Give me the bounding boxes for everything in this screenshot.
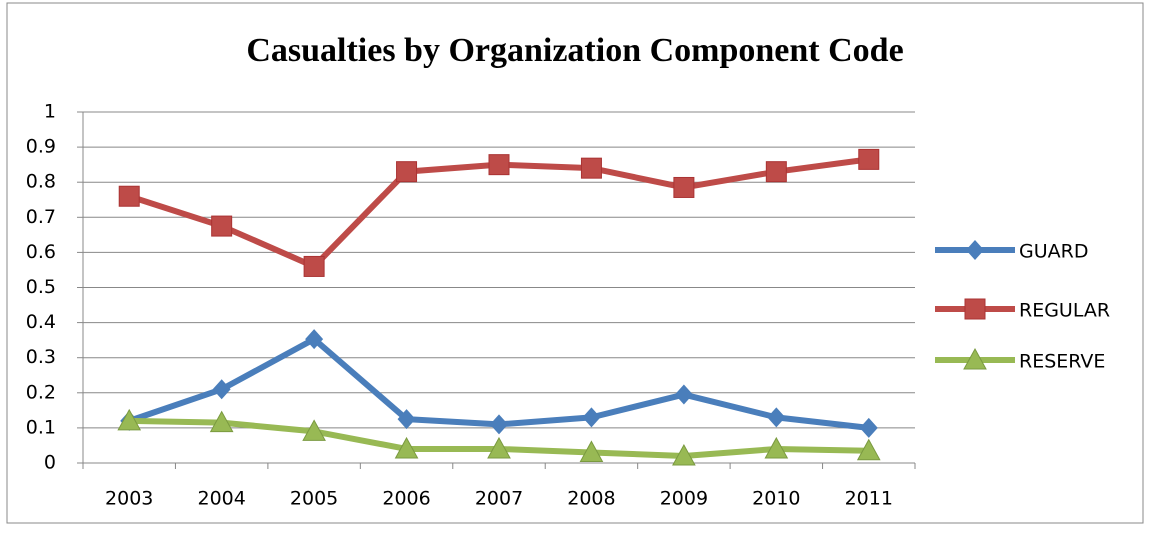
x-tick-label: 2003 <box>105 488 153 510</box>
legend-label: RESERVE <box>1019 351 1105 373</box>
y-tick-label: 0.7 <box>26 206 56 228</box>
x-tick-label: 2010 <box>752 488 800 510</box>
data-point <box>302 419 326 441</box>
y-tick-label: 1 <box>44 101 56 123</box>
data-point <box>673 176 695 198</box>
data-point <box>767 407 786 428</box>
x-tick-label: 2009 <box>660 488 708 510</box>
x-tick-label: 2004 <box>197 488 245 510</box>
data-point <box>765 161 787 183</box>
data-point <box>211 215 233 237</box>
data-point <box>582 407 601 428</box>
legend-label: REGULAR <box>1019 300 1110 322</box>
y-tick-label: 0.2 <box>26 381 56 403</box>
data-point <box>488 154 510 176</box>
data-point <box>394 436 419 459</box>
data-point <box>117 408 142 431</box>
data-point <box>212 379 231 400</box>
y-tick-label: 0.5 <box>26 276 56 298</box>
x-tick-label: 2008 <box>567 488 615 510</box>
x-tick-label: 2005 <box>290 488 338 510</box>
y-tick-label: 0.1 <box>26 416 56 438</box>
legend-marker <box>963 347 987 370</box>
data-point <box>580 157 602 179</box>
data-point <box>397 409 416 430</box>
y-tick-label: 0.8 <box>26 171 56 193</box>
data-point <box>856 438 881 461</box>
x-tick-label: 2006 <box>382 488 430 510</box>
data-point <box>764 436 789 459</box>
data-point <box>858 148 880 170</box>
chart-title: Casualties by Organization Component Cod… <box>246 32 903 69</box>
data-point <box>859 417 878 438</box>
data-point <box>305 329 324 350</box>
y-tick-label: 0.6 <box>26 241 56 263</box>
x-tick-label: 2007 <box>475 488 523 510</box>
data-point <box>672 443 696 466</box>
data-point <box>490 414 508 435</box>
data-point <box>674 384 693 405</box>
x-tick-label: 2011 <box>845 488 893 510</box>
y-tick-label: 0 <box>44 452 56 474</box>
data-point <box>487 436 511 459</box>
y-tick-label: 0.3 <box>26 346 56 368</box>
legend-marker <box>966 240 984 260</box>
data-point <box>118 185 140 207</box>
chart-frame <box>6 2 1144 524</box>
data-point <box>579 440 604 462</box>
data-point <box>303 255 325 277</box>
legend-marker <box>964 298 986 320</box>
data-point <box>396 161 418 183</box>
data-point <box>209 410 234 433</box>
y-tick-label: 0.9 <box>26 136 56 158</box>
legend-label: GUARD <box>1019 241 1088 263</box>
y-tick-label: 0.4 <box>26 311 56 333</box>
